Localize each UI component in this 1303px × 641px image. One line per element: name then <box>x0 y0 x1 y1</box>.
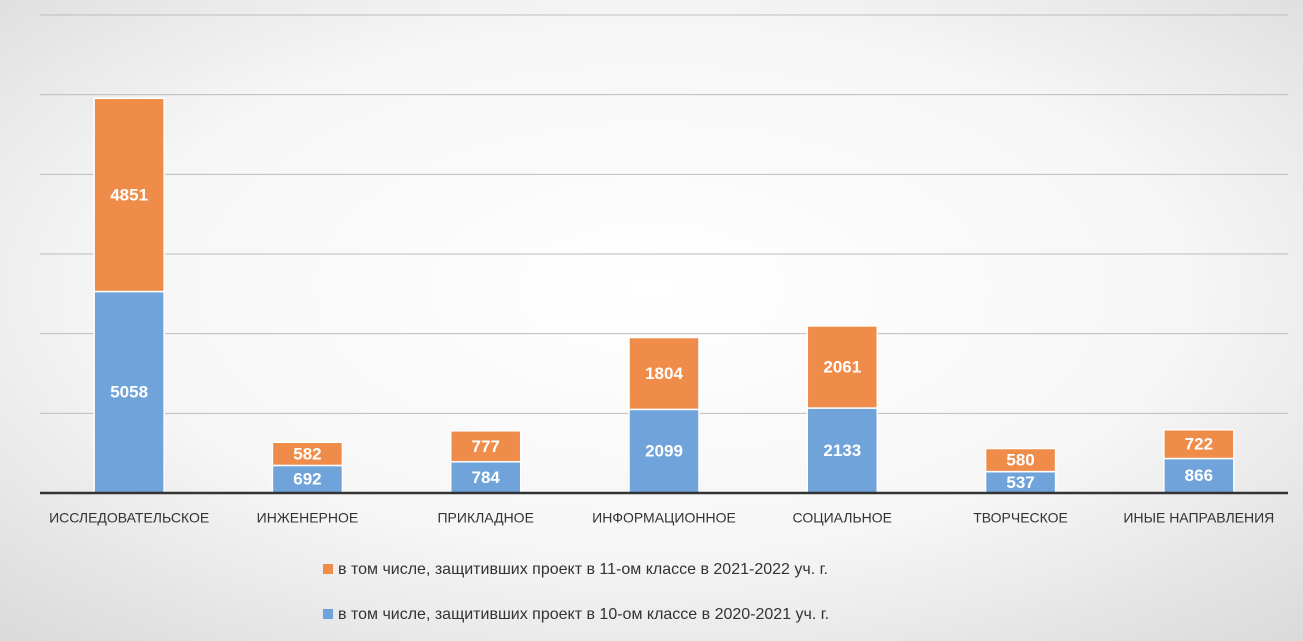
bar-segment <box>1163 428 1235 460</box>
x-tick-label: ИНФОРМАЦИОННОЕ <box>592 510 736 526</box>
bar-segment <box>628 336 700 411</box>
legend-swatch <box>323 609 333 619</box>
legend-label: в том числе, защитивших проект в 10-ом к… <box>338 606 829 623</box>
x-tick-label: ИНЫЕ НАПРАВЛЕНИЯ <box>1123 510 1274 526</box>
x-tick-label: ПРИКЛАДНОЕ <box>437 510 533 526</box>
data-label: 5058 <box>110 383 148 402</box>
legend-swatch <box>323 564 333 574</box>
x-tick-label: СОЦИАЛЬНОЕ <box>793 510 892 526</box>
legend-label: в том числе, защитивших проект в 11-ом к… <box>338 561 828 578</box>
data-label: 2061 <box>823 357 861 376</box>
data-label: 2133 <box>823 441 861 460</box>
bar-segment <box>449 430 522 463</box>
data-label: 866 <box>1185 466 1213 485</box>
data-label: 784 <box>472 468 501 487</box>
bar-segment <box>806 325 879 409</box>
data-label: 777 <box>472 437 500 456</box>
data-label: 1804 <box>645 364 683 383</box>
bar-segment <box>1163 457 1235 494</box>
data-label: 537 <box>1006 473 1034 492</box>
x-tick-label: ИССЛЕДОВАТЕЛЬСКОЕ <box>49 510 209 526</box>
bar-segment <box>984 447 1057 473</box>
data-label: 4851 <box>110 185 148 204</box>
bar-segment <box>449 461 522 494</box>
x-tick-label: ТВОРЧЕСКОЕ <box>973 510 1068 526</box>
bar-segment <box>628 408 700 494</box>
data-label: 582 <box>293 444 321 463</box>
data-label: 2099 <box>645 442 683 461</box>
data-label: 722 <box>1185 435 1213 454</box>
data-label: 692 <box>293 470 321 489</box>
data-label: 580 <box>1006 451 1034 470</box>
bar-segment <box>271 464 344 494</box>
bar-segment <box>271 441 344 467</box>
bar-segment <box>93 97 165 293</box>
x-tick-label: ИНЖЕНЕРНОЕ <box>257 510 359 526</box>
